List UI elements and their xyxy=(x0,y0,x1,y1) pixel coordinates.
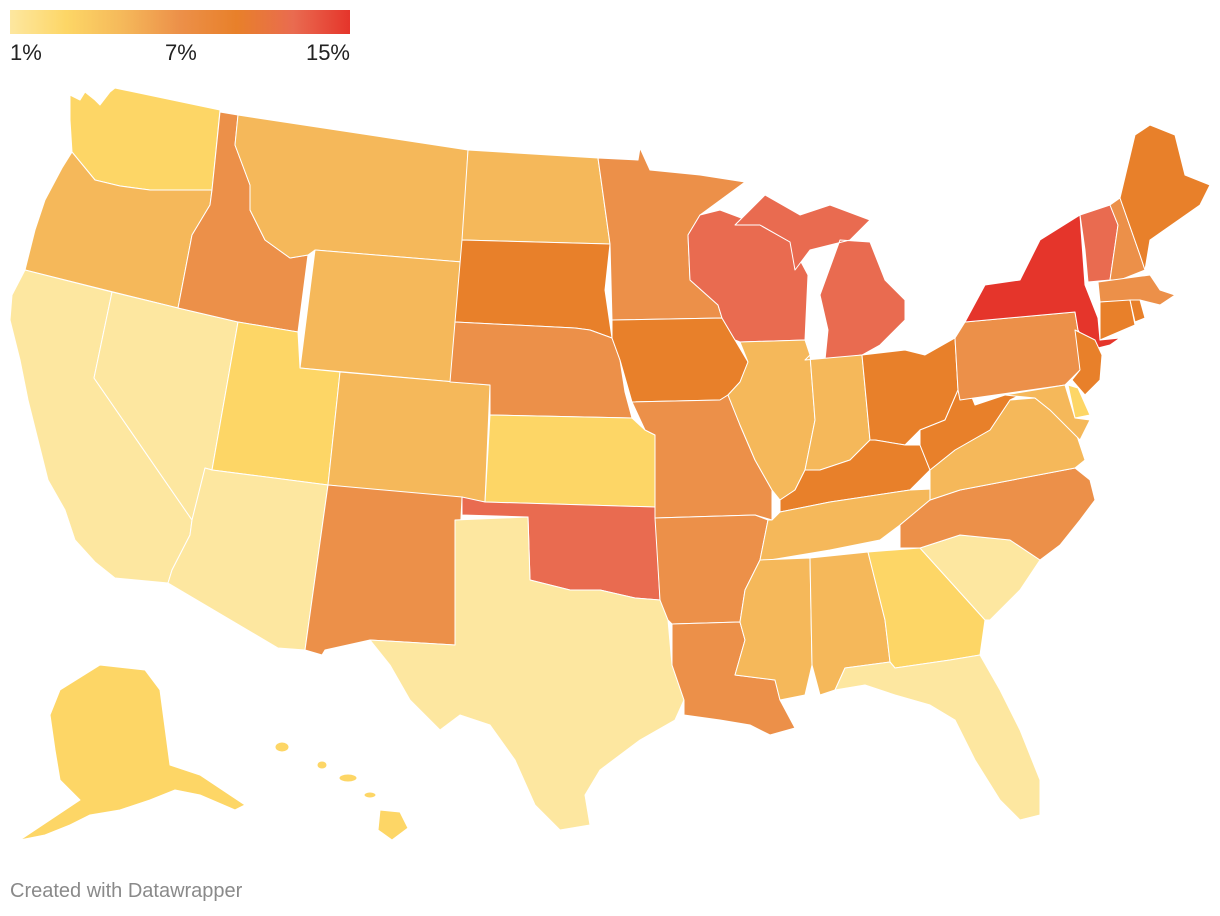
state-nebraska[interactable] xyxy=(449,321,633,419)
state-missouri[interactable] xyxy=(631,394,773,521)
state-new-mexico[interactable] xyxy=(304,484,463,656)
legend: 1% 7% 15% xyxy=(10,10,350,65)
state-colorado[interactable] xyxy=(327,371,491,503)
states-group xyxy=(9,87,1211,841)
state-kansas[interactable] xyxy=(484,414,656,508)
state-iowa[interactable] xyxy=(611,317,749,403)
legend-mid-label: 7% xyxy=(165,40,197,65)
credit-text: Created with Datawrapper xyxy=(10,880,243,902)
state-north-dakota[interactable] xyxy=(461,149,611,245)
state-maine[interactable] xyxy=(1119,124,1211,271)
state-rhode-island[interactable] xyxy=(1129,299,1146,323)
legend-min-label: 1% xyxy=(10,40,42,65)
state-alaska[interactable] xyxy=(19,664,246,841)
legend-max-label: 15% xyxy=(305,40,350,65)
state-wisconsin[interactable] xyxy=(687,209,809,343)
state-washington[interactable] xyxy=(69,87,221,191)
state-connecticut[interactable] xyxy=(1099,299,1136,341)
legend-color-bar xyxy=(10,10,350,34)
state-hawaii[interactable] xyxy=(274,741,409,841)
state-wyoming[interactable] xyxy=(299,249,463,383)
state-texas[interactable] xyxy=(369,516,685,831)
state-new-jersey[interactable] xyxy=(1071,329,1103,396)
state-delaware[interactable] xyxy=(1067,384,1091,419)
state-montana[interactable] xyxy=(234,114,469,263)
state-maryland[interactable] xyxy=(1004,384,1091,441)
state-michigan[interactable] xyxy=(734,194,906,361)
state-florida[interactable] xyxy=(834,654,1041,821)
